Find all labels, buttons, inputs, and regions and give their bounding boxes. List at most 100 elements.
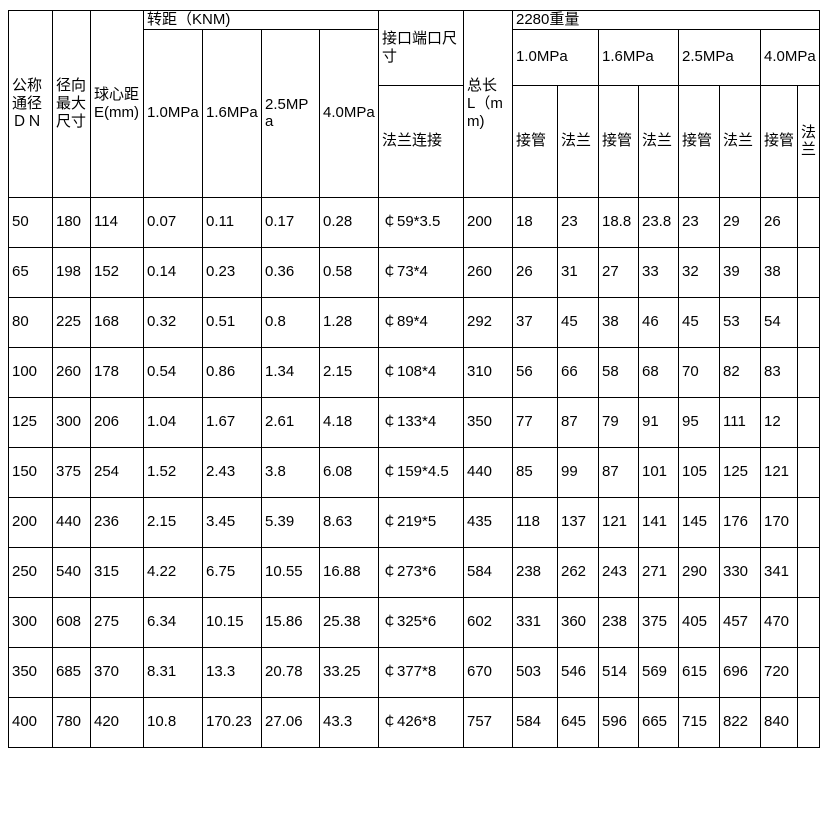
cell-torque-1-0mpa: 0.14	[143, 246, 203, 298]
cell-weight-1-0mpa-flange: 137	[557, 496, 599, 548]
cell-weight-1-6mpa-pipe: 27	[598, 246, 639, 298]
cell-torque-2-5mpa: 3.8	[261, 446, 320, 498]
header-torque-1-6mpa: 1.6MPa	[202, 28, 262, 198]
cell-torque-1-0mpa: 10.8	[143, 696, 203, 748]
cell-torque-4-0mpa: 0.58	[319, 246, 379, 298]
cell-total-length: 435	[463, 496, 513, 548]
cell-weight-2-5mpa-pipe: 95	[678, 396, 720, 448]
header-weight-1-0mpa-pipe: 接管	[512, 84, 558, 198]
cell-weight-2-5mpa-pipe: 715	[678, 696, 720, 748]
cell-flange-connection: ￠73*4	[378, 246, 464, 298]
cell-weight-2-5mpa-flange: 82	[719, 346, 761, 398]
cell-torque-1-6mpa: 170.23	[202, 696, 262, 748]
cell-weight-4-0mpa-pipe: 83	[760, 346, 798, 398]
cell-ball-center-distance: 254	[90, 446, 144, 498]
header-group-torque: 转距（KNM)	[143, 10, 379, 30]
cell-flange-connection: ￠159*4.5	[378, 446, 464, 498]
table-row: 50 180 114 0.07 0.11 0.17 0.28 ￠59*3.5 200 18 23 18…	[8, 196, 821, 248]
cell-ball-center-distance: 206	[90, 396, 144, 448]
cell-torque-1-0mpa: 0.07	[143, 196, 203, 248]
cell-nominal-diameter: 250	[8, 546, 53, 598]
cell-ball-center-distance: 275	[90, 596, 144, 648]
cell-weight-1-0mpa-flange: 645	[557, 696, 599, 748]
cell-weight-4-0mpa-pipe: 840	[760, 696, 798, 748]
cell-weight-1-0mpa-pipe: 331	[512, 596, 558, 648]
cell-weight-2-5mpa-pipe: 145	[678, 496, 720, 548]
cell-weight-4-0mpa-flange	[796, 446, 821, 498]
cell-flange-connection: ￠89*4	[378, 296, 464, 348]
cell-nominal-diameter: 80	[8, 296, 53, 348]
cell-weight-1-0mpa-pipe: 584	[512, 696, 558, 748]
cell-radial-max-size: 780	[52, 696, 91, 748]
table-row: 125 300 206 1.04 1.67 2.61 4.18 ￠133*4 350 77 87 79…	[8, 396, 821, 448]
cell-weight-1-6mpa-flange: 271	[638, 546, 679, 598]
cell-weight-1-0mpa-flange: 99	[557, 446, 599, 498]
cell-weight-1-0mpa-flange: 87	[557, 396, 599, 448]
cell-flange-connection: ￠377*8	[378, 646, 464, 698]
cell-weight-4-0mpa-pipe: 470	[760, 596, 798, 648]
cell-nominal-diameter: 350	[8, 646, 53, 698]
cell-torque-4-0mpa: 2.15	[319, 346, 379, 398]
cell-flange-connection: ￠426*8	[378, 696, 464, 748]
header-radial-max-size: 径向最大尺寸	[52, 10, 91, 198]
header-nominal-diameter: 公称通径ＤＮ	[8, 10, 53, 198]
cell-torque-4-0mpa: 33.25	[319, 646, 379, 698]
cell-weight-4-0mpa-pipe: 12	[760, 396, 798, 448]
cell-torque-2-5mpa: 0.36	[261, 246, 320, 298]
cell-ball-center-distance: 168	[90, 296, 144, 348]
cell-torque-1-6mpa: 0.86	[202, 346, 262, 398]
cell-weight-4-0mpa-pipe: 720	[760, 646, 798, 698]
cell-weight-1-0mpa-flange: 31	[557, 246, 599, 298]
cell-weight-4-0mpa-flange	[796, 596, 821, 648]
cell-nominal-diameter: 65	[8, 246, 53, 298]
table-row: 350 685 370 8.31 13.3 20.78 33.25 ￠377*8 670 503 5…	[8, 646, 821, 698]
cell-torque-1-0mpa: 8.31	[143, 646, 203, 698]
cell-ball-center-distance: 114	[90, 196, 144, 248]
cell-weight-2-5mpa-flange: 125	[719, 446, 761, 498]
cell-weight-1-6mpa-pipe: 58	[598, 346, 639, 398]
cell-torque-2-5mpa: 15.86	[261, 596, 320, 648]
cell-weight-4-0mpa-flange	[796, 646, 821, 698]
header-weight-2-5mpa-pipe: 接管	[678, 84, 720, 198]
cell-torque-1-6mpa: 10.15	[202, 596, 262, 648]
cell-torque-2-5mpa: 10.55	[261, 546, 320, 598]
cell-total-length: 292	[463, 296, 513, 348]
cell-torque-1-0mpa: 1.04	[143, 396, 203, 448]
cell-torque-1-6mpa: 0.23	[202, 246, 262, 298]
cell-weight-1-6mpa-pipe: 121	[598, 496, 639, 548]
cell-radial-max-size: 685	[52, 646, 91, 698]
table-row: 100 260 178 0.54 0.86 1.34 2.15 ￠108*4 310 56 66 58…	[8, 346, 821, 398]
cell-flange-connection: ￠325*6	[378, 596, 464, 648]
cell-torque-1-0mpa: 1.52	[143, 446, 203, 498]
cell-weight-2-5mpa-flange: 822	[719, 696, 761, 748]
cell-weight-4-0mpa-pipe: 121	[760, 446, 798, 498]
cell-weight-2-5mpa-pipe: 105	[678, 446, 720, 498]
cell-weight-2-5mpa-pipe: 70	[678, 346, 720, 398]
cell-flange-connection: ￠108*4	[378, 346, 464, 398]
header-port-end-size: 接口端口尺寸	[378, 10, 464, 86]
cell-weight-1-6mpa-flange: 23.8	[638, 196, 679, 248]
cell-weight-1-6mpa-flange: 68	[638, 346, 679, 398]
cell-total-length: 200	[463, 196, 513, 248]
header-port-flange-connection: 法兰连接	[378, 84, 464, 198]
cell-nominal-diameter: 400	[8, 696, 53, 748]
cell-total-length: 670	[463, 646, 513, 698]
cell-total-length: 584	[463, 546, 513, 598]
cell-radial-max-size: 608	[52, 596, 91, 648]
cell-ball-center-distance: 315	[90, 546, 144, 598]
cell-weight-2-5mpa-pipe: 615	[678, 646, 720, 698]
cell-radial-max-size: 540	[52, 546, 91, 598]
cell-radial-max-size: 260	[52, 346, 91, 398]
cell-ball-center-distance: 370	[90, 646, 144, 698]
cell-weight-1-6mpa-pipe: 87	[598, 446, 639, 498]
cell-weight-1-0mpa-pipe: 77	[512, 396, 558, 448]
cell-flange-connection: ￠59*3.5	[378, 196, 464, 248]
cell-weight-1-0mpa-pipe: 238	[512, 546, 558, 598]
cell-weight-1-6mpa-flange: 46	[638, 296, 679, 348]
cell-weight-1-0mpa-flange: 45	[557, 296, 599, 348]
cell-torque-4-0mpa: 4.18	[319, 396, 379, 448]
cell-flange-connection: ￠273*6	[378, 546, 464, 598]
cell-torque-4-0mpa: 16.88	[319, 546, 379, 598]
cell-torque-1-6mpa: 0.51	[202, 296, 262, 348]
